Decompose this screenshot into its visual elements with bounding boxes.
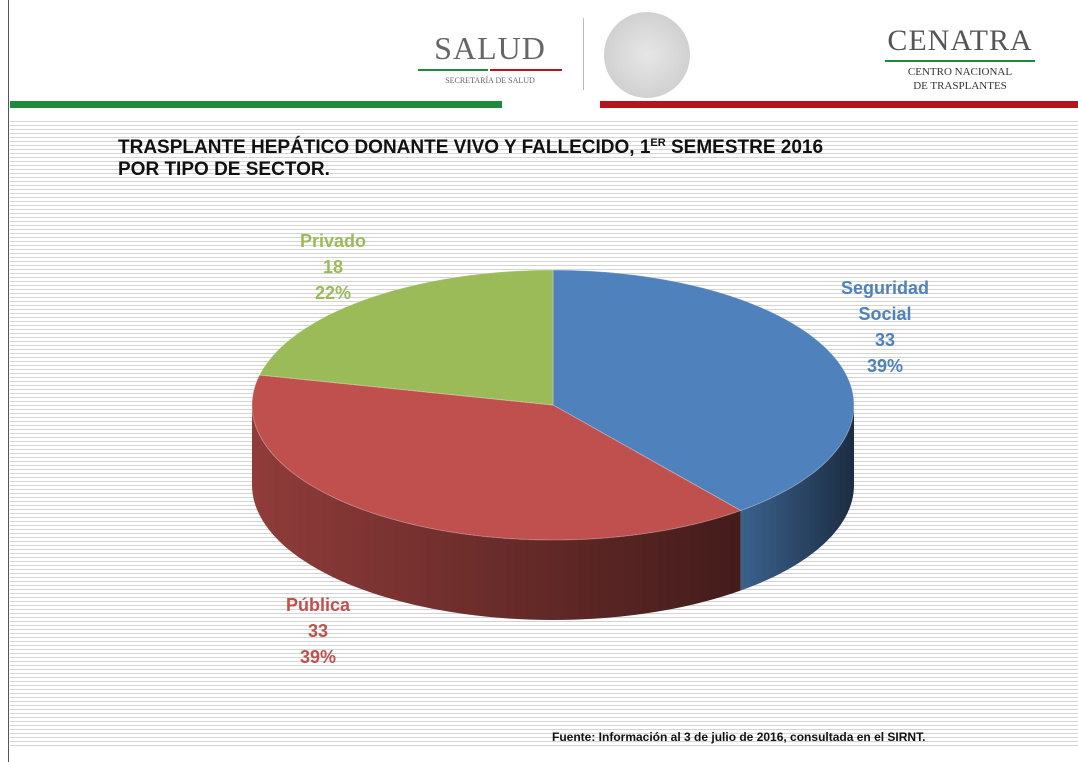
salud-logo: SALUD <box>434 30 546 66</box>
logo-rule <box>490 69 562 71</box>
cenatra-sub: CENTRO NACIONAL <box>907 66 1013 78</box>
slice <box>258 269 554 406</box>
title-text: TRASPLANTE HEPÁTICO DONANTE VIVO Y FALLE… <box>118 137 651 158</box>
salud-sub: SECRETARÍA DE SALUD <box>445 76 535 85</box>
title-text: SEMESTRE 2016 <box>670 137 824 158</box>
slice-label: Pública 33 39% <box>258 592 378 670</box>
slice-label: Privado 18 22% <box>273 228 393 306</box>
seal <box>604 12 690 98</box>
title-superscript: ER <box>650 137 666 149</box>
category-label: Pública <box>285 595 351 615</box>
slice-label: Seguridad Social 33 39% <box>825 275 945 379</box>
chart-title: TRASPLANTE HEPÁTICO DONANTE VIVO Y FALLE… <box>118 132 823 181</box>
slice <box>251 374 742 541</box>
percent-label: 22% <box>314 283 352 303</box>
percent-label: 39% <box>866 356 904 376</box>
logo-rule <box>885 60 1035 62</box>
category-label: Seguridad Social <box>840 278 929 324</box>
slice-side <box>252 405 741 620</box>
category-label: Privado <box>299 231 367 251</box>
logo-divider <box>583 18 584 90</box>
logo-rule <box>418 69 488 71</box>
slice <box>552 269 855 512</box>
red-band <box>600 101 1078 108</box>
left-rule <box>8 0 9 762</box>
value-label: 33 <box>307 621 329 641</box>
value-label: 18 <box>322 257 344 277</box>
percent-label: 39% <box>299 647 337 667</box>
slice-side <box>740 405 854 591</box>
title-line: POR TIPO DE SECTOR. <box>118 159 330 180</box>
green-band <box>10 101 502 108</box>
value-label: 33 <box>874 330 896 350</box>
source-note: Fuente: Información al 3 de julio de 201… <box>552 730 926 744</box>
cenatra-logo: CENATRA <box>887 24 1033 57</box>
title-line: TRASPLANTE HEPÁTICO DONANTE VIVO Y FALLE… <box>118 132 823 159</box>
cenatra-sub: DE TRASPLANTES <box>913 80 1007 92</box>
